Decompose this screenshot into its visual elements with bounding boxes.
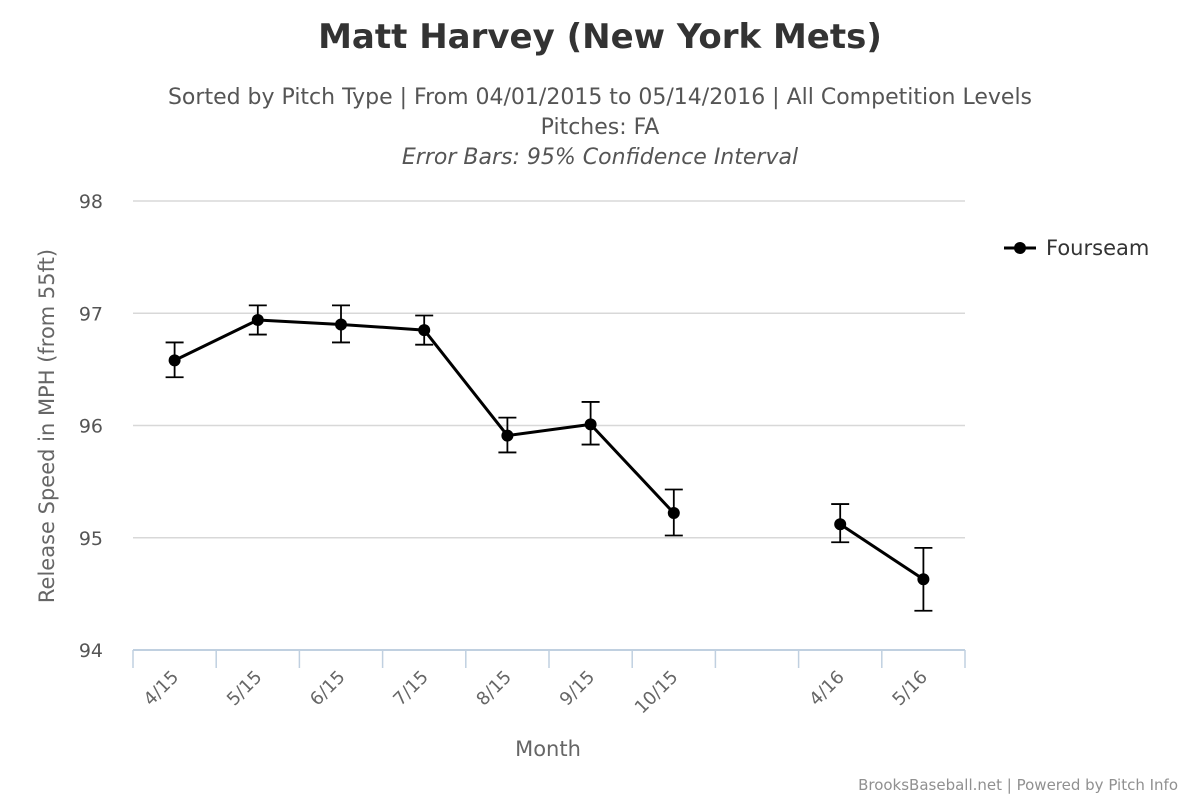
x-axis-title: Month <box>515 737 581 761</box>
series-line-segment <box>839 523 925 581</box>
data-point[interactable] <box>501 429 514 442</box>
y-tick-label-97: 97 <box>79 303 103 325</box>
x-axis: 4/15 5/15 6/15 7/15 8/15 9/15 10/15 4/16 5/16 <box>132 649 966 719</box>
chart-subtitle-line-1: Sorted by Pitch Type | From 04/01/2015 t… <box>168 85 1032 110</box>
data-point[interactable] <box>418 324 431 337</box>
x-tick-label: 4/15 <box>140 667 183 710</box>
data-point[interactable] <box>667 507 680 520</box>
y-axis-title: Release Speed in MPH (from 55ft) <box>35 249 59 603</box>
data-point[interactable] <box>335 318 347 331</box>
x-tick-label: 5/16 <box>889 667 932 710</box>
y-tick-label-96: 96 <box>79 416 103 438</box>
data-point[interactable] <box>584 418 597 431</box>
y-tick-label-94: 94 <box>79 640 103 662</box>
data-point[interactable] <box>168 354 181 367</box>
x-tick-label: 6/15 <box>306 667 349 710</box>
error-bar-note: Error Bars: 95% Confidence Interval <box>402 145 798 170</box>
credits[interactable]: BrooksBaseball.net | Powered by Pitch In… <box>858 776 1178 794</box>
legend-point-marker <box>1014 242 1026 254</box>
y-tick-label-95: 95 <box>79 528 103 550</box>
grid-lines <box>133 200 965 539</box>
y-tick-label-98: 98 <box>79 191 103 213</box>
data-point[interactable] <box>251 313 264 326</box>
chart-subtitle-line-2: Pitches: FA <box>541 115 660 140</box>
x-tick-label: 8/15 <box>473 667 516 710</box>
legend[interactable]: Fourseam <box>1004 236 1149 260</box>
y-axis: 94 95 96 97 98 <box>79 191 103 662</box>
chart-title: Matt Harvey (New York Mets) <box>318 17 882 57</box>
x-tick-label: 5/15 <box>223 667 266 710</box>
legend-label-fourseam: Fourseam <box>1046 236 1149 260</box>
x-tick-label: 9/15 <box>556 667 599 710</box>
data-point[interactable] <box>917 573 930 586</box>
x-tick-label: 7/15 <box>389 667 432 710</box>
series-fourseam <box>165 304 933 612</box>
data-point[interactable] <box>834 518 847 531</box>
x-tick-label: 10/15 <box>631 667 683 719</box>
x-tick-label: 4/16 <box>805 667 848 710</box>
series-line-segment <box>173 318 675 515</box>
